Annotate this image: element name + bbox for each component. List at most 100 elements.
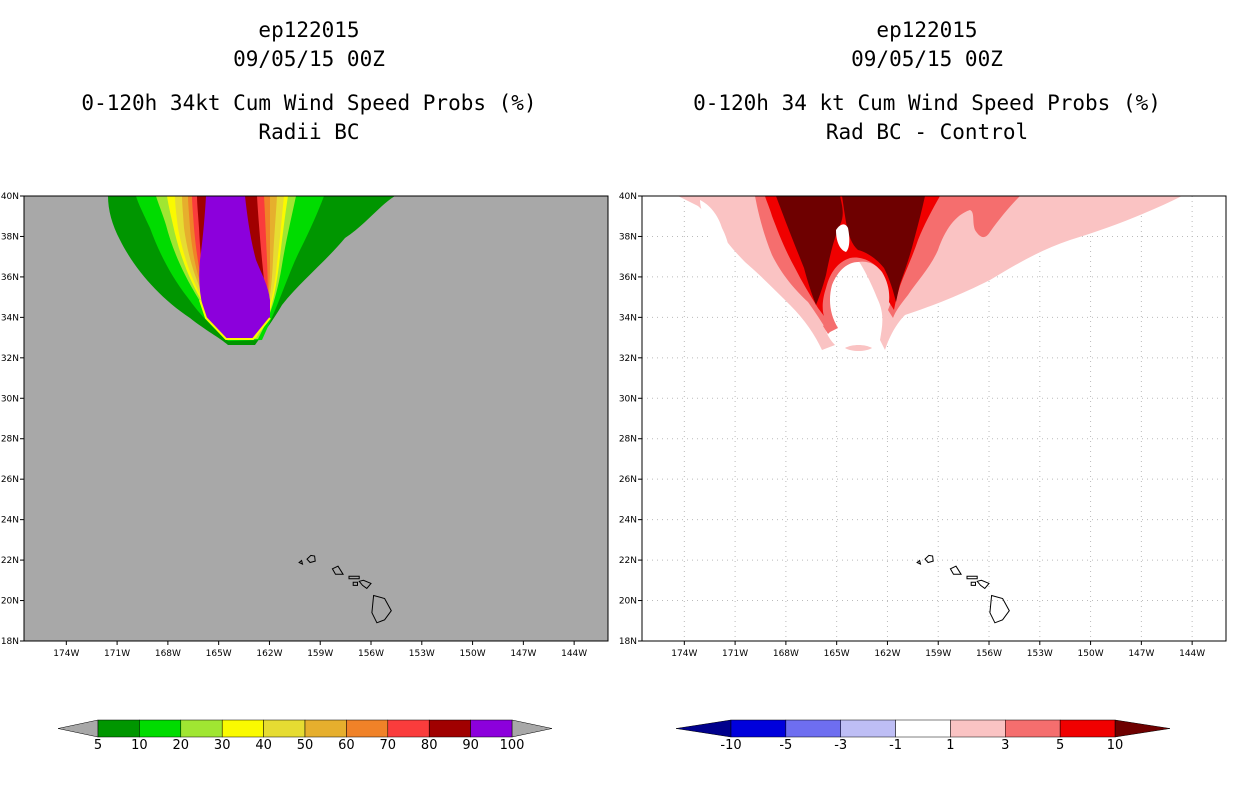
- right-colorbar-label: -1: [889, 738, 902, 753]
- right-island-outline: [989, 594, 1010, 624]
- left-colorbar-under-arrow: [57, 719, 99, 738]
- right-lon-tick-label: 168W: [773, 649, 799, 659]
- left-map-background: [24, 196, 608, 641]
- left-lon-tick-label: 174W: [53, 649, 79, 659]
- right-colorbar-swatch: [895, 719, 951, 738]
- right-colorbar-under-arrow: [675, 719, 732, 738]
- left-island-outline: [352, 581, 358, 586]
- right-lon-tick-label: 156W: [976, 649, 1002, 659]
- left-panel: ep122015 09/05/15 00Z 0-120h 34kt Cum Wi…: [1, 18, 609, 753]
- right-colorbar-label: 10: [1107, 738, 1124, 753]
- left-island-outline: [358, 579, 372, 590]
- right-hawaii-coastline: [916, 554, 1010, 624]
- left-lat-tick-label: 22N: [1, 556, 19, 566]
- right-lat-tick-label: 18N: [619, 637, 637, 647]
- right-map-frame: [641, 195, 1227, 642]
- right-colorbar-swatch: [730, 719, 787, 738]
- left-lon-tick-label: 168W: [155, 649, 181, 659]
- right-colorbar: -10 -5 -3 -1 1 3 5 10: [675, 719, 1171, 753]
- right-lon-tick-label: 171W: [722, 649, 748, 659]
- right-lat-tick-label: 28N: [619, 435, 637, 445]
- left-colorbar-label: 30: [214, 738, 231, 753]
- right-colorbar-label: 1: [946, 738, 954, 753]
- left-colorbar-swatch: [139, 719, 182, 738]
- left-title-line-2: 09/05/15 00Z: [233, 47, 385, 71]
- right-lat-tick-label: 34N: [619, 313, 637, 323]
- left-island-outline: [371, 594, 392, 624]
- left-lon-tick-label: 159W: [307, 649, 333, 659]
- right-lat-tick-label: 32N: [619, 354, 637, 364]
- left-island-outline: [298, 559, 304, 566]
- right-colorbar-swatch: [950, 719, 1006, 738]
- left-lat-tick-label: 30N: [1, 394, 19, 404]
- right-lon-tick-label: 150W: [1078, 649, 1104, 659]
- right-colorbar-label: -5: [779, 738, 792, 753]
- right-axis-ticks: 174W 171W 168W 165W 162W 159W 156W 153W 150W 147W…: [619, 192, 1205, 659]
- right-lat-tick-label: 22N: [619, 556, 637, 566]
- left-lat-tick-label: 24N: [1, 516, 19, 526]
- left-band-90: [199, 196, 270, 338]
- left-title-line-4: Radii BC: [258, 120, 359, 144]
- right-title-line-3: 0-120h 34 kt Cum Wind Speed Probs (%): [693, 91, 1161, 115]
- right-band-1-to-3-blob: [845, 345, 872, 351]
- right-lat-tick-label: 30N: [619, 394, 637, 404]
- right-band-over-10-right: [842, 196, 925, 302]
- left-lat-tick-label: 38N: [1, 232, 19, 242]
- right-lat-tick-label: 26N: [619, 475, 637, 485]
- left-lat-tick-label: 18N: [1, 637, 19, 647]
- left-lat-tick-label: 20N: [1, 597, 19, 607]
- left-colorbar-swatch: [263, 719, 306, 738]
- right-lat-tick-label: 24N: [619, 516, 637, 526]
- left-lon-tick-label: 156W: [358, 649, 384, 659]
- left-island-outline: [306, 554, 316, 564]
- right-lon-tick-label: 153W: [1027, 649, 1053, 659]
- right-island-outline: [949, 565, 963, 575]
- left-colorbar-label: 100: [500, 738, 525, 753]
- right-title-line-4: Rad BC - Control: [826, 120, 1028, 144]
- left-colorbar-label: 10: [131, 738, 148, 753]
- left-colorbar-label: 60: [338, 738, 355, 753]
- left-lat-tick-label: 36N: [1, 273, 19, 283]
- right-lon-tick-label: 174W: [671, 649, 697, 659]
- left-colorbar-label: 50: [297, 738, 314, 753]
- left-map-frame: [23, 195, 609, 642]
- right-lon-tick-label: 159W: [925, 649, 951, 659]
- right-gridlines: [642, 195, 1226, 642]
- left-colorbar-swatch: [470, 719, 513, 738]
- left-lon-tick-label: 153W: [409, 649, 435, 659]
- left-colorbar-swatch: [428, 719, 471, 738]
- left-lon-tick-label: 150W: [460, 649, 486, 659]
- left-core-edge: [199, 299, 271, 340]
- left-lat-tick-label: 34N: [1, 313, 19, 323]
- right-colorbar-over-arrow: [1114, 719, 1171, 738]
- left-colorbar-swatch: [180, 719, 223, 738]
- left-colorbar-label: 20: [173, 738, 190, 753]
- right-colorbar-swatch: [785, 719, 841, 738]
- right-lon-tick-label: 162W: [874, 649, 900, 659]
- left-colorbar-swatch: [304, 719, 347, 738]
- right-hole-center: [836, 224, 850, 252]
- right-band-3-to-5-spot: [823, 320, 834, 334]
- right-lat-tick-label: 36N: [619, 273, 637, 283]
- left-axis-ticks: 174W 171W 168W 165W 162W 159W 156W 153W 150W 147W…: [1, 192, 587, 659]
- right-colorbar-swatch: [1059, 719, 1116, 738]
- right-colorbar-label: 5: [1056, 738, 1064, 753]
- left-lat-tick-label: 40N: [1, 192, 19, 202]
- left-island-outline: [331, 565, 345, 575]
- left-colorbar-label: 5: [94, 738, 102, 753]
- left-lat-tick-label: 26N: [1, 475, 19, 485]
- right-lat-tick-label: 38N: [619, 232, 637, 242]
- left-lat-tick-label: 28N: [1, 435, 19, 445]
- right-title-line-1: ep122015: [876, 18, 977, 42]
- left-island-outline: [348, 575, 360, 580]
- right-lat-tick-label: 20N: [619, 597, 637, 607]
- right-lon-tick-label: 165W: [824, 649, 850, 659]
- left-colorbar-label: 70: [380, 738, 397, 753]
- right-colorbar-swatch: [840, 719, 896, 738]
- left-lon-tick-label: 144W: [561, 649, 587, 659]
- left-lon-tick-label: 162W: [256, 649, 282, 659]
- left-title-line-1: ep122015: [258, 18, 359, 42]
- left-colorbar-label: 80: [421, 738, 438, 753]
- right-island-outline: [970, 581, 976, 586]
